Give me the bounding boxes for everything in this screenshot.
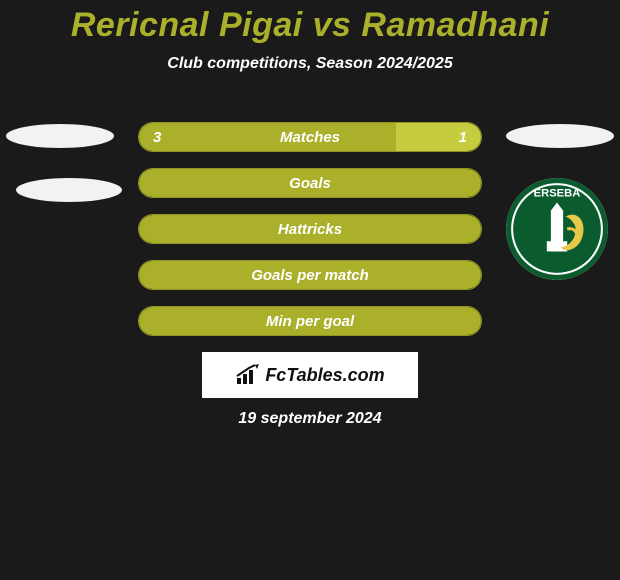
bar-label: Hattricks xyxy=(139,215,481,243)
stat-bar-matches: Matches3 1 xyxy=(138,122,482,152)
stat-bar-min-per-goal: Min per goal xyxy=(138,306,482,336)
stat-bar-hattricks: Hattricks xyxy=(138,214,482,244)
bar-label: Min per goal xyxy=(139,307,481,335)
svg-text:ERSEBA: ERSEBA xyxy=(534,187,581,199)
stat-bar-goals-per-match: Goals per match xyxy=(138,260,482,290)
bar-label: Goals per match xyxy=(139,261,481,289)
brand-text: FcTables.com xyxy=(265,365,384,386)
brand-box: FcTables.com xyxy=(202,352,418,398)
stat-bar-goals: Goals xyxy=(138,168,482,198)
bar-label: Matches xyxy=(139,123,481,151)
bar-label: Goals xyxy=(139,169,481,197)
player-left-avatar-2 xyxy=(16,178,122,202)
persebaya-badge-icon: ERSEBA xyxy=(506,178,608,280)
bar-value-left: 3 xyxy=(153,123,161,151)
brand-chart-icon xyxy=(235,364,261,386)
comparison-date: 19 september 2024 xyxy=(0,410,620,428)
stats-bars: Matches3 1 Goals Hattricks Goals per match Mi… xyxy=(138,122,482,352)
player-left-avatar-1 xyxy=(6,124,114,148)
comparison-title: Rericnal Pigai vs Ramadhani xyxy=(0,0,620,45)
comparison-subtitle: Club competitions, Season 2024/2025 xyxy=(0,55,620,73)
player-right-avatar xyxy=(506,124,614,148)
bar-value-right: 1 xyxy=(459,123,467,151)
club-badge-right: ERSEBA xyxy=(506,178,608,280)
